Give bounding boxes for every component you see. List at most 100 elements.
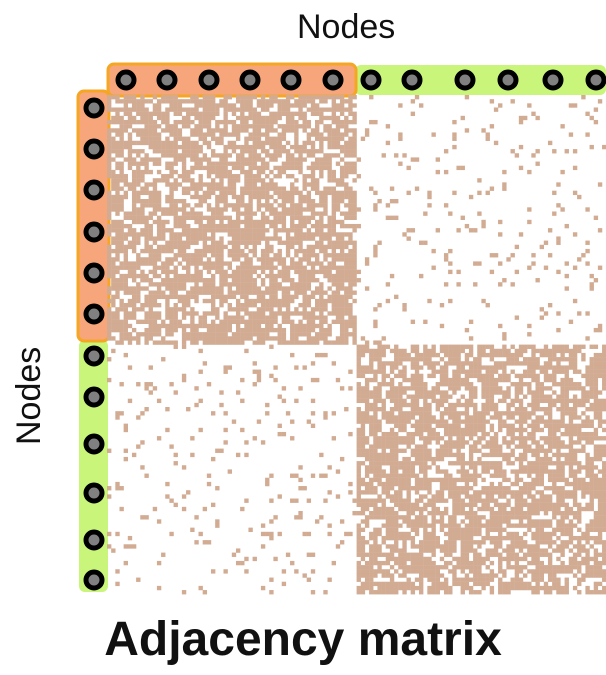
matrix-cell (410, 382, 416, 387)
matrix-cell (331, 240, 336, 245)
matrix-cell (115, 211, 120, 216)
matrix-cell (523, 382, 528, 387)
matrix-cell (186, 211, 191, 216)
matrix-cell (435, 436, 440, 441)
matrix-cell (394, 398, 399, 404)
matrix-cell (464, 369, 470, 374)
matrix-cell (577, 440, 582, 445)
matrix-cell (194, 157, 199, 162)
matrix-cell (198, 219, 203, 225)
matrix-cell (531, 373, 536, 379)
matrix-cell (427, 419, 432, 424)
matrix-cell (394, 394, 399, 399)
matrix-cell (514, 427, 520, 433)
matrix-cell (356, 407, 361, 412)
matrix-cell (107, 136, 112, 141)
matrix-cell (572, 490, 578, 495)
matrix-cell (518, 415, 524, 420)
matrix-cell (269, 373, 274, 379)
matrix-cell (523, 373, 528, 379)
matrix-cell (260, 194, 266, 200)
matrix-cell (310, 182, 316, 187)
matrix-cell (177, 294, 183, 300)
matrix-cell (523, 465, 528, 470)
matrix-cell (348, 144, 353, 150)
matrix-cell (260, 107, 266, 112)
matrix-cell (547, 523, 553, 528)
matrix-cell (211, 95, 216, 100)
matrix-cell (165, 165, 170, 171)
matrix-cell (131, 244, 137, 250)
matrix-cell (456, 431, 461, 437)
matrix-cell (290, 157, 295, 162)
matrix-cell (589, 502, 594, 508)
matrix-cell (339, 169, 345, 175)
matrix-cell (148, 319, 153, 324)
matrix-cell (248, 228, 253, 233)
matrix-cell (356, 269, 361, 275)
matrix-cell (310, 140, 316, 146)
matrix-cell (593, 473, 599, 478)
matrix-cell (394, 423, 399, 428)
matrix-cell (144, 128, 149, 133)
matrix-cell (277, 215, 282, 220)
matrix-cell (406, 511, 411, 516)
matrix-cell (369, 515, 374, 520)
matrix-cell (194, 278, 199, 283)
matrix-cell (460, 215, 465, 220)
matrix-cell (523, 369, 528, 374)
matrix-cell (152, 240, 158, 245)
matrix-cell (273, 253, 278, 258)
matrix-cell (585, 473, 590, 478)
matrix-cell (169, 257, 174, 262)
matrix-cell (123, 157, 128, 162)
matrix-cell (298, 199, 303, 204)
matrix-cell (202, 194, 208, 200)
matrix-cell (589, 481, 594, 487)
matrix-cell (560, 461, 565, 466)
matrix-cell (202, 95, 208, 100)
matrix-cell (131, 207, 137, 212)
matrix-cell (265, 107, 270, 112)
matrix-cell (215, 228, 220, 233)
matrix-cell (240, 253, 245, 258)
matrix-cell (435, 494, 440, 499)
matrix-cell (435, 519, 440, 524)
matrix-cell (443, 427, 449, 433)
matrix-cell (294, 99, 299, 104)
matrix-cell (331, 190, 336, 196)
matrix-cell (173, 111, 178, 116)
matrix-cell (360, 427, 366, 433)
matrix-cell (298, 219, 303, 225)
matrix-cell (194, 286, 199, 291)
matrix-cell (206, 124, 212, 129)
matrix-cell (260, 336, 266, 341)
matrix-cell (398, 348, 403, 354)
matrix-cell (194, 165, 199, 171)
matrix-cell (169, 124, 174, 129)
matrix-cell (156, 228, 162, 233)
matrix-cell (568, 398, 574, 404)
matrix-cell (427, 465, 432, 470)
matrix-cell (514, 498, 520, 503)
matrix-cell (211, 186, 216, 191)
matrix-cell (506, 523, 511, 528)
matrix-cell (572, 165, 578, 171)
matrix-cell (547, 440, 553, 445)
matrix-cell (473, 469, 478, 474)
matrix-cell (419, 456, 424, 462)
matrix-cell (206, 332, 212, 337)
matrix-cell (377, 427, 382, 433)
matrix-cell (356, 452, 361, 458)
matrix-cell (306, 165, 312, 171)
matrix-cell (260, 103, 266, 108)
matrix-cell (448, 402, 453, 408)
matrix-cell (231, 174, 237, 179)
matrix-cell (223, 278, 228, 283)
matrix-cell (597, 519, 603, 524)
matrix-cell (510, 361, 515, 366)
matrix-cell (202, 253, 208, 258)
matrix-cell (223, 107, 228, 112)
matrix-cell (111, 119, 116, 125)
matrix-cell (597, 228, 603, 233)
